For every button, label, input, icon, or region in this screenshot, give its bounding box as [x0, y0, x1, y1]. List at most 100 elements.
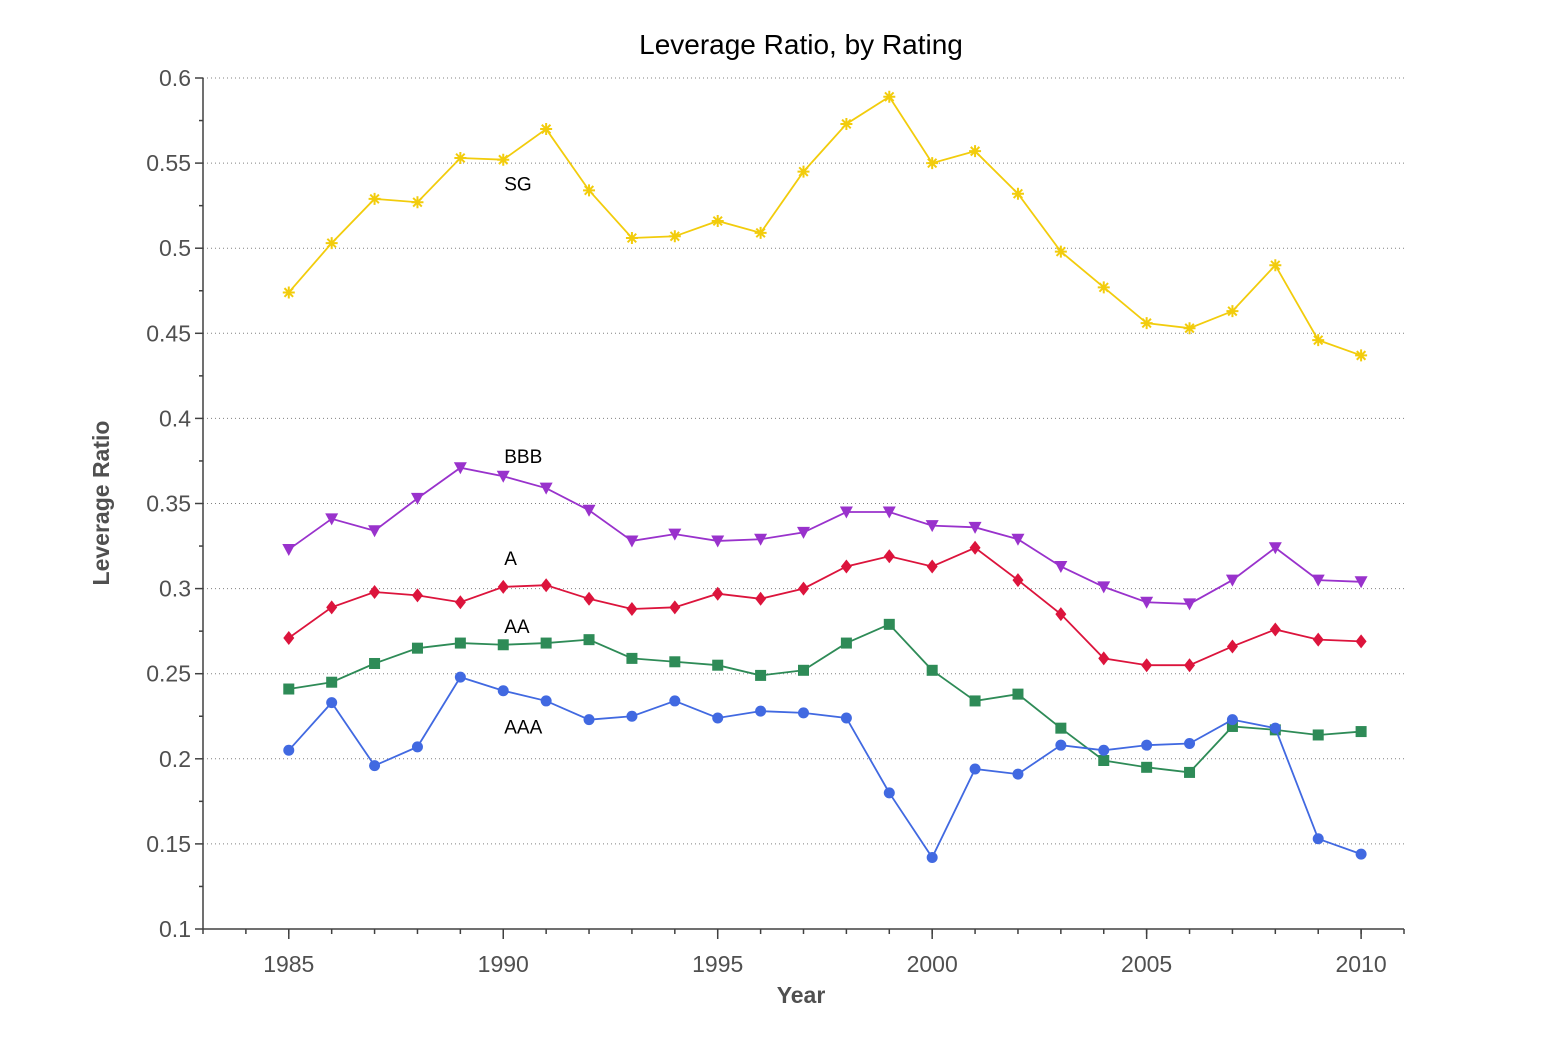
data-point-sg	[368, 192, 381, 205]
data-point-aa	[583, 634, 595, 646]
series-line-aa	[288, 623, 1362, 774]
data-point-a	[1269, 622, 1281, 637]
data-point-sg	[325, 237, 338, 250]
data-point-sg	[625, 231, 638, 244]
data-point-aa	[411, 642, 423, 654]
data-point-aaa	[1312, 833, 1324, 845]
data-point-sg	[1140, 317, 1153, 330]
data-point-aaa	[1269, 722, 1281, 734]
data-point-sg	[454, 151, 467, 164]
data-point-bbb	[1311, 574, 1325, 587]
data-point-aa	[454, 637, 466, 649]
data-point-a	[840, 559, 852, 574]
data-point-sg	[1312, 334, 1325, 347]
y-tick-label: 0.4	[159, 405, 191, 431]
x-tick-label: 2005	[1121, 951, 1172, 977]
data-point-a	[883, 549, 895, 564]
data-point-aa	[798, 664, 809, 676]
data-point-sg	[583, 184, 596, 197]
data-point-aa	[969, 695, 981, 707]
data-point-a	[626, 602, 638, 617]
data-point-a	[1012, 573, 1024, 588]
data-point-sg	[883, 90, 896, 103]
series-layer	[282, 90, 1368, 864]
series-label-aa: AA	[504, 617, 530, 638]
data-point-aaa	[1184, 737, 1196, 749]
y-axis-label: Leverage Ratio	[88, 421, 114, 586]
data-point-aaa	[583, 714, 595, 726]
data-point-aa	[669, 656, 681, 668]
chart-title: Leverage Ratio, by Rating	[639, 29, 963, 60]
data-point-sg	[668, 230, 681, 243]
data-point-a	[926, 559, 938, 574]
y-tick-label: 0.3	[159, 576, 191, 602]
series-aa	[283, 618, 1367, 778]
data-point-a	[1226, 639, 1238, 654]
series-a	[283, 540, 1367, 673]
data-point-aaa	[1012, 768, 1024, 780]
data-point-aaa	[369, 760, 381, 772]
data-point-aaa	[626, 710, 638, 722]
data-point-sg	[1355, 349, 1368, 362]
data-point-aa	[712, 659, 724, 671]
data-point-sg	[497, 153, 510, 166]
data-point-bbb	[1140, 596, 1154, 609]
data-point-bbb	[1054, 560, 1068, 573]
series-label-sg: SG	[504, 175, 531, 196]
series-line-bbb	[288, 466, 1362, 605]
y-axis-ticks: 0.1 0.15 0.2 0.25 0.3 0.35 0.4 0.45 0.5 0.55 0.6	[146, 65, 203, 942]
data-point-aa	[926, 664, 938, 676]
data-point-a	[411, 588, 423, 603]
data-point-sg	[540, 123, 553, 136]
data-point-bbb	[368, 525, 382, 538]
data-point-a	[798, 581, 809, 596]
data-point-a	[1141, 658, 1153, 673]
data-point-bbb	[668, 528, 682, 541]
data-point-sg	[754, 226, 767, 239]
data-point-aa	[369, 657, 381, 669]
data-point-a	[669, 600, 681, 615]
data-point-sg	[797, 165, 810, 178]
data-point-aa	[1184, 766, 1196, 778]
data-point-bbb	[711, 535, 725, 548]
data-point-a	[1098, 651, 1110, 666]
data-point-bbb	[968, 521, 982, 534]
series-line-a	[288, 546, 1362, 667]
data-point-bbb	[625, 535, 639, 548]
data-point-aa	[1055, 722, 1067, 734]
data-point-aa	[540, 637, 552, 649]
data-point-bbb	[1097, 581, 1111, 594]
data-point-aaa	[283, 744, 295, 756]
data-point-aaa	[840, 712, 852, 724]
data-point-a	[1312, 632, 1324, 647]
data-point-aaa	[497, 685, 509, 697]
data-point-a	[1184, 658, 1196, 673]
data-point-sg	[1011, 187, 1024, 200]
data-point-bbb	[539, 482, 553, 495]
y-tick-label: 0.15	[146, 831, 191, 857]
data-point-sg	[411, 196, 424, 209]
data-point-a	[326, 600, 338, 615]
data-point-a	[454, 595, 466, 610]
y-tick-label: 0.45	[146, 320, 191, 346]
x-tick-label: 1990	[478, 951, 529, 977]
data-point-aa	[1012, 688, 1024, 700]
series-line-aaa	[288, 676, 1362, 860]
data-point-bbb	[496, 470, 510, 483]
data-point-sg	[1226, 305, 1239, 318]
x-tick-label: 1985	[263, 951, 314, 977]
data-point-a	[497, 579, 509, 594]
x-axis-ticks: 1985 1990 1995 2000 2005 2010	[202, 929, 1405, 977]
series-label-bbb: BBB	[504, 447, 542, 468]
data-point-bbb	[282, 543, 296, 556]
data-point-aaa	[755, 705, 767, 717]
data-point-aa	[326, 676, 338, 688]
data-point-aa	[497, 639, 509, 651]
data-point-sg	[1269, 259, 1282, 272]
data-point-bbb	[582, 504, 596, 517]
series-label-aaa: AAA	[504, 717, 542, 738]
y-tick-label: 0.2	[159, 746, 191, 772]
data-point-bbb	[839, 506, 853, 519]
